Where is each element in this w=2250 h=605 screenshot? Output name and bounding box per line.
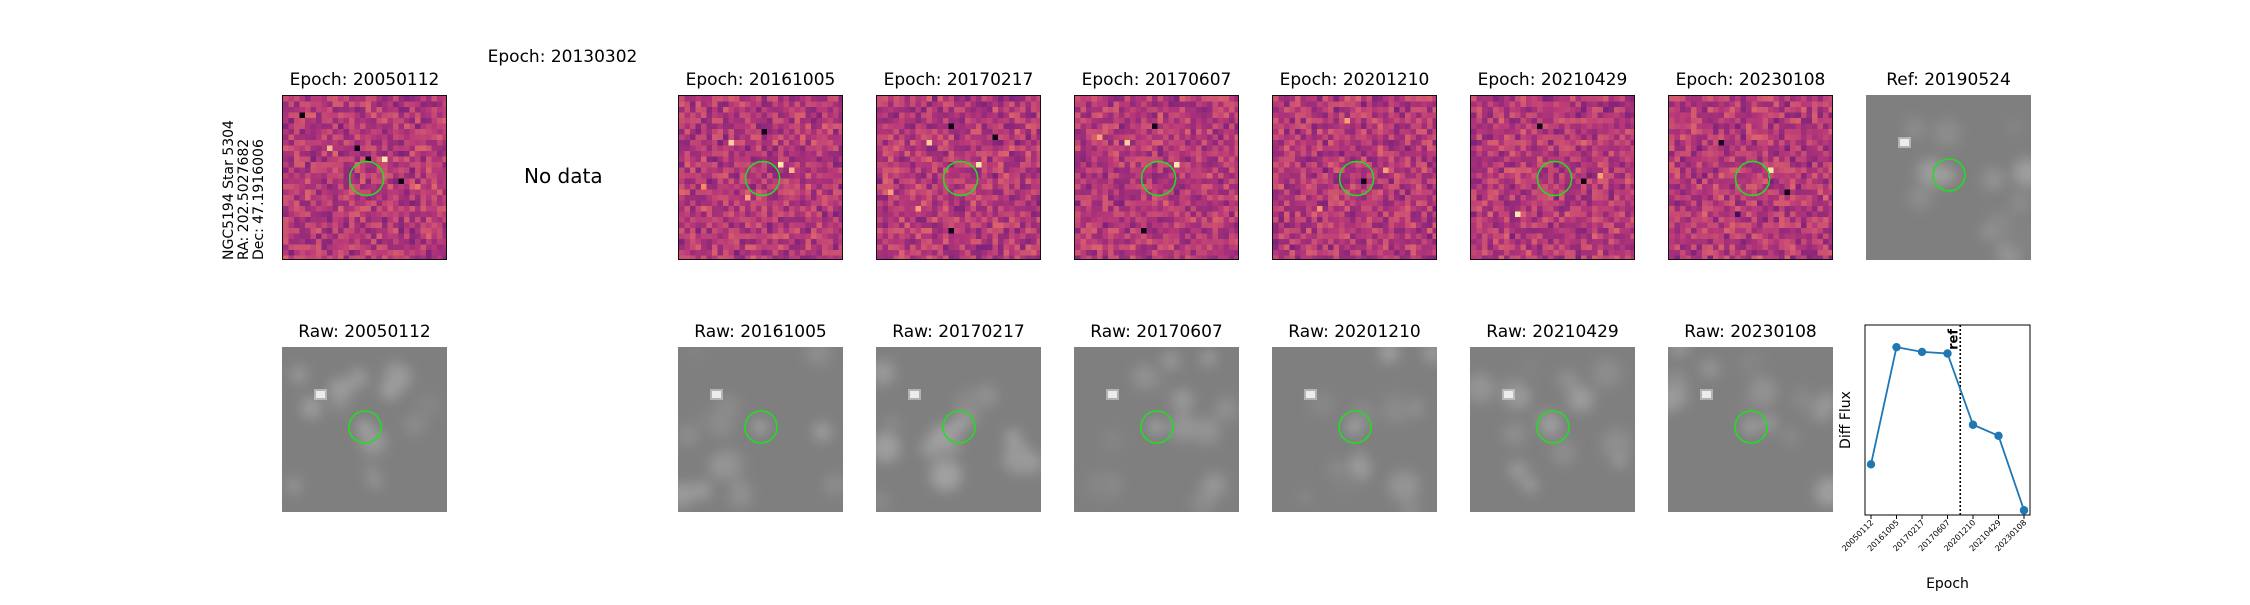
epoch-title-20230108: Epoch: 20230108 (1668, 70, 1833, 90)
star-ra: RA: 202.5027682 (237, 139, 252, 260)
x-axis-label: Epoch (1926, 576, 1969, 592)
raw-title-20161005: Raw: 20161005 (678, 322, 843, 342)
ref-title: Ref: 20190524 (1866, 70, 2031, 90)
raw-title-20230108: Raw: 20230108 (1668, 322, 1833, 342)
diff-flux-chart: ref2005011220161005201702172017060720201… (1830, 315, 2040, 605)
epoch-title-20170217: Epoch: 20170217 (876, 70, 1041, 90)
epoch-title-20201210: Epoch: 20201210 (1272, 70, 1437, 90)
raw-image-20170217 (876, 347, 1041, 512)
data-point (2020, 506, 2028, 514)
raw-title-20050112: Raw: 20050112 (282, 322, 447, 342)
raw-image-20210429 (1470, 347, 1635, 512)
raw-title-20210429: Raw: 20210429 (1470, 322, 1635, 342)
star-name: NGC5194 Star 5304 (222, 120, 237, 260)
no-data-label: No data (524, 164, 603, 188)
epoch-title-20161005: Epoch: 20161005 (678, 70, 843, 90)
diff-image-20050112 (282, 95, 447, 260)
data-point (1969, 421, 1977, 429)
raw-title-20201210: Raw: 20201210 (1272, 322, 1437, 342)
data-point (1892, 343, 1900, 351)
series-line (1871, 347, 2024, 510)
raw-image-20230108 (1668, 347, 1833, 512)
y-axis-label: Diff Flux (1838, 391, 1854, 449)
raw-title-20170217: Raw: 20170217 (876, 322, 1041, 342)
ref-image (1866, 95, 2031, 260)
raw-image-20170607 (1074, 347, 1239, 512)
raw-image-20161005 (678, 347, 843, 512)
diff-image-20230108 (1668, 95, 1833, 260)
epoch-title-20170607: Epoch: 20170607 (1074, 70, 1239, 90)
epoch-title-20210429: Epoch: 20210429 (1470, 70, 1635, 90)
epoch-title-20130302: Epoch: 20130302 (475, 47, 650, 67)
diff-image-20210429 (1470, 95, 1635, 260)
diff-image-20170607 (1074, 95, 1239, 260)
star-dec: Dec: 47.1916006 (252, 139, 267, 260)
star-info: NGC5194 Star 5304 RA: 202.5027682 Dec: 4… (222, 110, 240, 260)
diff-image-20161005 (678, 95, 843, 260)
diff-image-20170217 (876, 95, 1041, 260)
raw-image-20201210 (1272, 347, 1437, 512)
raw-title-20170607: Raw: 20170607 (1074, 322, 1239, 342)
data-point (1943, 349, 1951, 357)
data-point (1867, 460, 1875, 468)
data-point (1918, 348, 1926, 356)
data-point (1994, 432, 2002, 440)
epoch-title-20050112: Epoch: 20050112 (282, 70, 447, 90)
ref-label: ref (1946, 329, 1961, 350)
raw-image-20050112 (282, 347, 447, 512)
diff-image-20201210 (1272, 95, 1437, 260)
